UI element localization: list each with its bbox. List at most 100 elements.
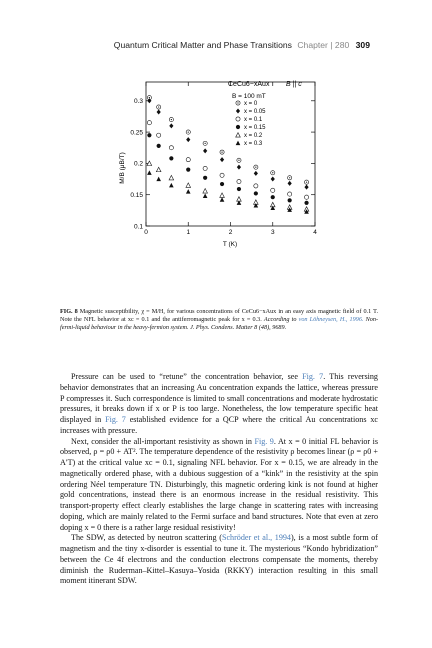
series-0 xyxy=(146,95,309,185)
data-point xyxy=(304,194,309,200)
page-number: 309 xyxy=(355,40,370,50)
inset-title: CeCu6−xAux xyxy=(228,81,270,88)
fig7-link-2[interactable]: Fig. 7 xyxy=(105,415,126,424)
p2-text-a: Next, consider the all-important resisti… xyxy=(71,436,252,446)
data-point xyxy=(253,202,259,208)
x-axis-label: T (K) xyxy=(223,241,237,248)
legend-label: x = 0.05 xyxy=(244,109,266,115)
data-point xyxy=(304,184,309,190)
data-point xyxy=(147,98,152,104)
schroder-citation-link[interactable]: Schröder et al., 1994 xyxy=(221,533,291,543)
data-point-dot xyxy=(289,177,291,179)
data-point xyxy=(253,170,258,176)
fig9-link[interactable]: Fig. 9 xyxy=(254,436,274,446)
legend-marker xyxy=(235,140,241,146)
legend-marker-dot xyxy=(237,102,239,104)
series-5 xyxy=(147,170,309,214)
data-point xyxy=(304,209,309,214)
data-point xyxy=(203,175,208,180)
data-point xyxy=(236,186,242,192)
paragraph-1: Pressure can be used to “retune” the con… xyxy=(60,372,378,437)
data-point-dot xyxy=(187,131,189,133)
series-4 xyxy=(146,160,310,212)
data-point-dot xyxy=(158,106,160,108)
series-3 xyxy=(147,133,309,205)
fig7-link[interactable]: Fig. 7 xyxy=(302,372,324,381)
legend-label: x = 0.15 xyxy=(244,125,266,131)
data-point xyxy=(146,160,153,166)
x-tick-label: 4 xyxy=(313,229,317,236)
p1-text-b: . This reversing behavior demonstrates t… xyxy=(60,372,378,424)
data-point xyxy=(287,191,293,197)
data-point xyxy=(236,179,242,184)
legend-label: x = 0.1 xyxy=(244,117,263,123)
legend-label: x = 0.2 xyxy=(244,133,263,139)
p1-text-c: established evidence for a QCP where the… xyxy=(60,415,378,435)
p3-text-b: ), is a most subtle form of magnetism an… xyxy=(60,533,378,586)
data-point xyxy=(202,193,208,199)
data-point xyxy=(270,187,276,193)
running-head-text: Quantum Critical Matter and Phase Transi… xyxy=(114,40,370,50)
data-point xyxy=(147,133,152,138)
data-point xyxy=(270,195,275,200)
book-title: Quantum Critical Matter and Phase Transi… xyxy=(113,40,292,50)
data-point xyxy=(287,207,292,212)
caption-according: According to xyxy=(263,316,297,324)
data-point xyxy=(219,197,225,202)
field-value: B = 100 mT xyxy=(232,93,266,100)
series-2 xyxy=(146,120,309,200)
data-point-dot xyxy=(170,118,172,121)
data-point xyxy=(270,176,275,182)
data-point xyxy=(185,182,192,188)
data-point-dot xyxy=(221,151,223,153)
data-point xyxy=(169,182,174,188)
data-point-dot xyxy=(305,181,308,183)
data-point xyxy=(236,200,242,205)
data-point xyxy=(147,170,152,175)
y-axis-label: M/B (μB/T) xyxy=(119,152,126,184)
data-point xyxy=(156,176,161,182)
legend-marker xyxy=(235,108,241,114)
p3-text-a: The SDW, as detected by neutron scatteri… xyxy=(71,533,222,543)
data-point xyxy=(156,109,161,115)
series-1 xyxy=(147,98,309,190)
data-point xyxy=(202,165,208,171)
field-direction: B || c xyxy=(286,81,302,88)
data-point-dot xyxy=(204,142,206,144)
x-tick-label: 1 xyxy=(186,229,190,236)
data-point xyxy=(253,191,258,196)
data-point xyxy=(186,137,191,143)
legend-marker xyxy=(235,116,241,122)
susceptibility-chart: 0 1 2 3 40.10.150.20.250.3 x = 0x = 0.05x = … xyxy=(119,81,317,248)
data-point xyxy=(168,145,174,151)
data-point xyxy=(169,156,174,161)
caption-text: Magnetic susceptibility, χ = M/H, for va… xyxy=(60,308,378,324)
data-point xyxy=(186,167,191,172)
data-point xyxy=(287,198,292,203)
data-point-dot xyxy=(255,166,257,168)
paragraph-3: The SDW, as detected by neutron scatteri… xyxy=(60,533,378,587)
x-tick-label: 3 xyxy=(271,229,275,236)
data-point xyxy=(219,157,225,163)
legend-label: x = 0.3 xyxy=(244,141,263,147)
data-point xyxy=(202,187,208,194)
p1-text-a: Pressure can be used to “retune” the con… xyxy=(71,372,298,381)
data-point xyxy=(236,164,242,170)
paragraph-2: Next, consider the all-important resisti… xyxy=(60,437,378,534)
data-point xyxy=(155,166,162,173)
chart-axes: 0 1 2 3 4 0.1 0.15 0.2 0.25 0.3 xyxy=(130,81,317,236)
data-point xyxy=(185,189,191,194)
data-point-dot xyxy=(148,97,150,99)
x-tick-label: 2 xyxy=(229,229,233,236)
y-tick-label: 0.25 xyxy=(130,129,143,136)
caption-citation-link[interactable]: von Löhneysen, H., 1996. xyxy=(298,316,364,324)
data-point xyxy=(219,181,225,187)
data-point xyxy=(219,192,225,198)
y-tick-label: 0.3 xyxy=(134,98,143,105)
running-header: Quantum Critical Matter and Phase Transi… xyxy=(0,40,432,54)
data-point xyxy=(270,205,276,210)
y-tick-label: 0.1 xyxy=(134,223,143,230)
data-point xyxy=(185,157,191,163)
data-point xyxy=(203,148,208,154)
